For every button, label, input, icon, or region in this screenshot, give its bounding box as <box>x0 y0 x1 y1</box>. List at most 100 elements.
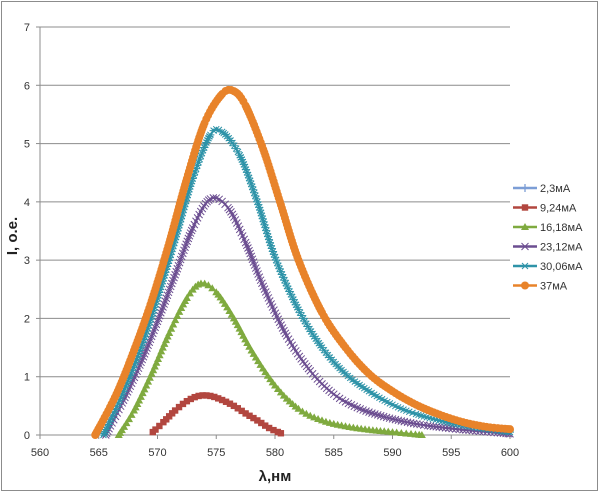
data-point <box>153 317 162 326</box>
data-point <box>234 405 241 412</box>
data-point <box>397 428 406 436</box>
data-point <box>175 307 184 315</box>
data-point <box>150 362 159 370</box>
legend-entry: 37мА <box>513 281 568 293</box>
series-3 <box>114 279 426 438</box>
legend-entry: 2,3мА <box>513 183 571 195</box>
data-point <box>156 422 163 430</box>
data-point <box>171 407 179 414</box>
data-point <box>154 314 163 323</box>
data-point <box>388 415 397 423</box>
data-point <box>163 332 172 340</box>
data-point <box>183 237 192 246</box>
data-point <box>222 398 230 405</box>
data-point <box>232 145 241 153</box>
legend-entry: 30,06мА <box>513 261 583 273</box>
data-point <box>162 336 171 344</box>
data-point <box>265 424 273 432</box>
series-line <box>104 196 511 436</box>
data-point <box>175 403 183 411</box>
data-point <box>182 294 191 302</box>
data-point <box>173 311 182 319</box>
legend-marker <box>521 223 529 230</box>
data-point <box>397 417 406 425</box>
data-point <box>277 430 285 437</box>
series-6 <box>91 85 514 439</box>
legend-label: 37мА <box>540 281 568 293</box>
x-tick-label: 580 <box>266 447 284 459</box>
data-point <box>183 397 191 405</box>
data-point <box>254 417 261 424</box>
data-point <box>186 229 195 237</box>
data-point <box>152 426 159 433</box>
series-4 <box>101 194 514 439</box>
data-point <box>242 410 249 417</box>
data-point <box>122 419 131 427</box>
data-point <box>135 396 144 404</box>
y-tick-labels: 0 1 2 3 4 5 6 7 <box>24 22 30 442</box>
data-point <box>365 408 373 417</box>
data-point <box>402 429 411 437</box>
data-point <box>207 392 214 400</box>
data-point <box>167 324 176 332</box>
data-point <box>209 194 218 202</box>
data-point <box>142 381 151 389</box>
data-point <box>382 413 391 422</box>
legend-entry: 23,12мА <box>513 242 583 254</box>
data-point <box>187 395 194 403</box>
data-point <box>152 358 161 366</box>
data-point <box>185 289 194 297</box>
data-point <box>157 347 166 355</box>
data-point <box>298 407 307 415</box>
data-point <box>302 320 311 328</box>
data-point <box>203 392 210 399</box>
data-point <box>208 284 217 292</box>
data-point <box>432 422 441 431</box>
data-point <box>179 400 187 408</box>
legend-marker <box>521 204 529 211</box>
data-point <box>242 241 251 250</box>
data-point <box>250 414 257 422</box>
data-point <box>368 409 376 417</box>
y-tick-label: 6 <box>24 80 30 92</box>
data-point <box>385 414 394 423</box>
x-tick-labels: 560 565 570 575 580 585 590 595 600 <box>31 447 519 459</box>
data-point <box>391 415 400 424</box>
data-point <box>200 202 208 210</box>
data-point <box>413 420 421 428</box>
legend-label: 16,18мА <box>540 222 583 234</box>
data-point <box>144 377 153 385</box>
data-point <box>373 411 382 419</box>
legend-label: 2,3мА <box>540 183 571 195</box>
data-point <box>444 424 453 433</box>
data-point <box>409 419 418 428</box>
data-point <box>371 410 379 418</box>
y-tick-label: 7 <box>24 22 30 34</box>
data-point <box>206 131 215 139</box>
x-tick-label: 565 <box>90 447 108 459</box>
y-axis-title: I, о.е. <box>4 217 21 255</box>
data-point <box>238 407 245 415</box>
data-point <box>171 316 180 324</box>
data-point <box>233 148 242 156</box>
data-point <box>204 281 213 289</box>
data-point <box>227 208 235 216</box>
data-point <box>281 329 290 338</box>
data-point <box>362 407 370 416</box>
legend: 2,3мА 9,24мА 16,18мА 23,12мА 30,06мА 37мА <box>513 183 583 293</box>
data-point <box>160 339 169 347</box>
data-point <box>294 404 303 412</box>
x-tick-label: 570 <box>148 447 166 459</box>
data-point <box>165 329 174 336</box>
data-point <box>154 355 163 363</box>
y-tick-label: 0 <box>24 430 30 442</box>
x-tick-label: 560 <box>31 447 49 459</box>
data-point <box>120 422 129 430</box>
legend-label: 30,06мА <box>540 261 583 273</box>
legend-marker <box>521 184 529 192</box>
data-point <box>169 320 178 328</box>
data-point <box>226 400 234 407</box>
data-point <box>138 389 147 397</box>
